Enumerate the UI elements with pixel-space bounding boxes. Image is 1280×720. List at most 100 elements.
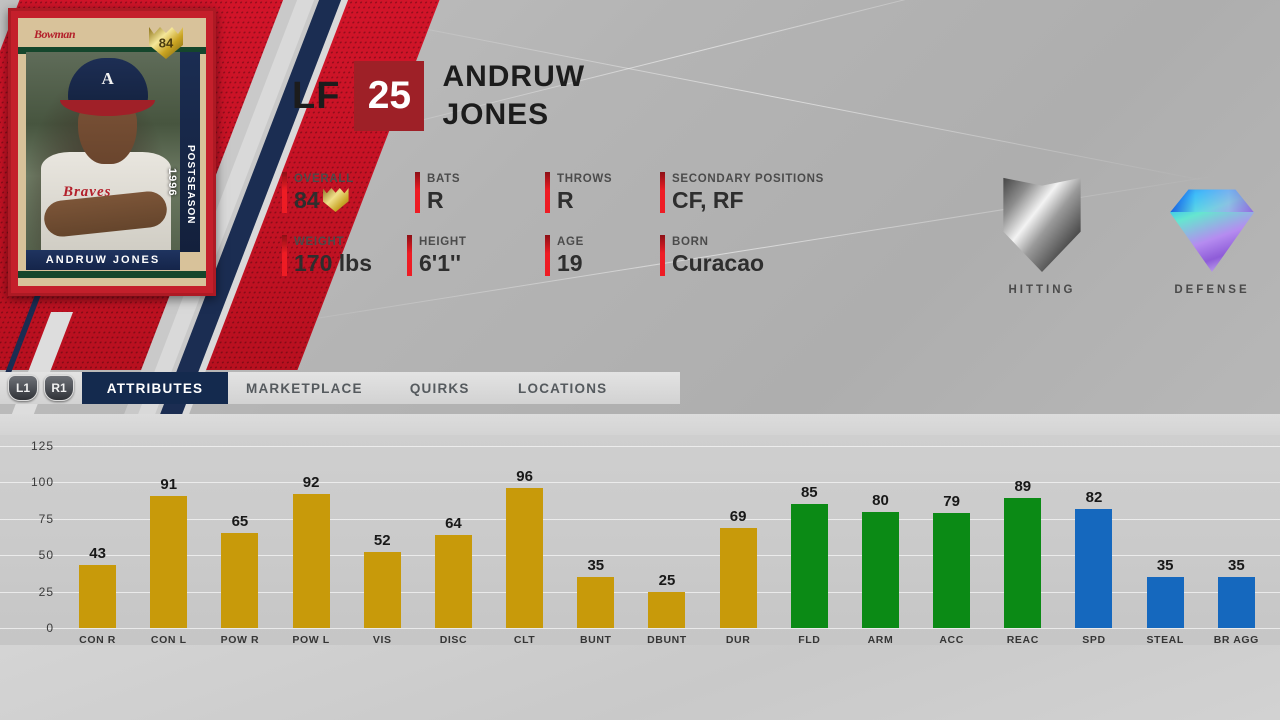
info-accent-bar	[545, 172, 550, 213]
player-jersey-number: 25	[354, 61, 425, 131]
info-value: 6'1''	[419, 250, 461, 276]
chart-x-tick-label: POW L	[292, 634, 330, 646]
chart-bar-slot: 35	[560, 446, 631, 628]
chart-x-tick-label: SPD	[1082, 634, 1106, 646]
chart-x-axis-labels: CON R CON L POW R POW L VIS DISC CLT BUNT DBUNT D…	[62, 634, 1272, 646]
chart-x-tick-label: CLT	[513, 634, 536, 646]
card-inner: Bowman Braves POSTSEASON 1996	[18, 18, 206, 286]
chart-bar: 25	[648, 572, 686, 628]
card-frame: Bowman Braves POSTSEASON 1996	[8, 8, 216, 296]
card-nameplate: ANDRUW JONES	[26, 250, 180, 270]
chart-bar-value-label: 82	[1085, 488, 1103, 506]
tab-quirks[interactable]: QUIRKS	[409, 380, 470, 396]
chart-x-tick-label: FLD	[798, 634, 821, 646]
info-value: 84	[294, 187, 354, 213]
chart-bar-slot: 35	[1201, 446, 1272, 628]
info-accent-bar	[282, 235, 287, 276]
shoulder-button-r1[interactable]: R1	[44, 375, 74, 401]
info-label: AGE	[557, 236, 585, 248]
card-player-photo: Braves	[26, 52, 180, 252]
chart-x-tick-label: STEAL	[1146, 634, 1184, 646]
defense-badge-label: DEFENSE	[1174, 284, 1250, 296]
info-accent-bar	[282, 172, 287, 213]
diamond-icon	[1170, 189, 1254, 272]
chart-bar-slot: 96	[489, 446, 560, 628]
chart-y-tick-label: 50	[38, 548, 54, 563]
info-value-text: 84	[294, 187, 320, 213]
info-value: R	[557, 187, 574, 213]
info-accent-bar	[415, 172, 420, 213]
chart-y-tick-label: 25	[38, 584, 54, 599]
player-last-name: JONES	[442, 98, 550, 131]
chart-bar-value-label: 89	[1014, 478, 1032, 496]
chart-gridline	[0, 446, 1280, 447]
chart-bar-slot: 64	[418, 446, 489, 628]
info-value: CF, RF	[672, 187, 744, 213]
chart-gridline	[0, 591, 1280, 593]
overall-shield-icon	[322, 188, 349, 212]
chart-bar-value-label: 65	[231, 513, 249, 531]
tab-attributes[interactable]: ATTRIBUTES	[82, 372, 228, 404]
chart-bar: 92	[292, 474, 330, 628]
player-info-grid: OVERALL 84 BATS R THROWS R	[282, 172, 824, 298]
info-weight: WEIGHT 170 lbs	[282, 235, 407, 276]
chart-bar-slot: 52	[347, 446, 418, 628]
footer-area	[0, 645, 1280, 720]
chart-y-tick-label: 100	[30, 475, 54, 490]
chart-bar-value-label: 35	[1227, 557, 1245, 575]
tab-marketplace[interactable]: MARKETPLACE	[246, 380, 363, 396]
chart-y-tick-label: 0	[46, 621, 54, 635]
attributes-chart-panel: 0 25 50 75 100 125 43 91 65 92 52 64 96 35 25 69 85 80 79…	[0, 435, 1280, 646]
attribute-badges: HITTING DEFENSE	[996, 176, 1258, 296]
chart-bar-slot: 35	[1130, 446, 1201, 628]
chart-bar-slot: 80	[845, 446, 916, 628]
info-accent-bar	[545, 235, 550, 276]
info-label: HEIGHT	[419, 236, 467, 248]
chart-plot-area: 0 25 50 75 100 125 43 91 65 92 52 64 96 35 25 69 85 80 79…	[0, 439, 1280, 635]
chart-bar-value-label: 85	[800, 484, 818, 502]
chart-bar: 96	[506, 468, 544, 628]
chart-bar: 85	[790, 484, 828, 628]
player-baseball-card[interactable]: Bowman Braves POSTSEASON 1996	[8, 8, 216, 296]
chart-x-tick-label: VIS	[372, 634, 392, 646]
chart-bar-slot: 43	[62, 446, 133, 628]
chart-bar-value-label: 79	[943, 492, 960, 510]
card-green-bar-bottom	[18, 271, 206, 278]
chart-x-tick-label: BUNT	[580, 634, 612, 646]
chart-bar: 79	[933, 493, 971, 628]
info-label: BATS	[427, 173, 461, 185]
chart-x-tick-label: BR AGG	[1213, 634, 1259, 646]
info-label: OVERALL	[294, 173, 354, 185]
shoulder-button-l1[interactable]: L1	[8, 375, 38, 401]
chart-bars: 43 91 65 92 52 64 96 35 25 69 85 80 79 89 82 35 35	[62, 446, 1272, 628]
chart-bar-slot: 69	[703, 446, 774, 628]
hitting-badge-label: HITTING	[1008, 284, 1076, 296]
chart-gridline	[0, 628, 1280, 629]
chart-bar-slot: 92	[276, 446, 347, 628]
player-first-name: ANDRUW	[442, 60, 586, 93]
tab-locations[interactable]: LOCATIONS	[518, 380, 608, 396]
shoulder-buttons: L1 R1	[0, 372, 82, 404]
chart-y-tick-label: 75	[38, 511, 54, 526]
chart-gridline	[0, 518, 1280, 520]
chart-bar-value-label: 80	[872, 491, 889, 509]
info-overall: OVERALL 84	[282, 172, 415, 213]
shield-svg	[149, 27, 183, 59]
chart-bar-slot: 91	[133, 446, 204, 628]
chart-bar: 65	[221, 513, 259, 628]
chart-bar-value-label: 25	[658, 571, 676, 589]
chart-panel-top-highlight	[0, 414, 1280, 435]
chart-x-tick-label: CON R	[79, 634, 116, 646]
card-year-label: 1996	[166, 168, 178, 197]
chart-bar: 35	[1146, 557, 1184, 628]
tab-bar: L1 R1 ATTRIBUTES MARKETPLACE QUIRKS LOCA…	[0, 372, 680, 404]
chart-bar: 89	[1004, 478, 1042, 628]
card-overall-value: 84	[158, 35, 174, 51]
chart-x-tick-label: DBUNT	[647, 634, 687, 646]
cap-brim	[59, 100, 156, 116]
chart-bar-value-label: 52	[373, 532, 391, 550]
chart-bar-slot: 82	[1058, 446, 1129, 628]
chart-y-tick-label: 125	[30, 439, 54, 453]
info-label: SECONDARY POSITIONS	[672, 173, 824, 185]
